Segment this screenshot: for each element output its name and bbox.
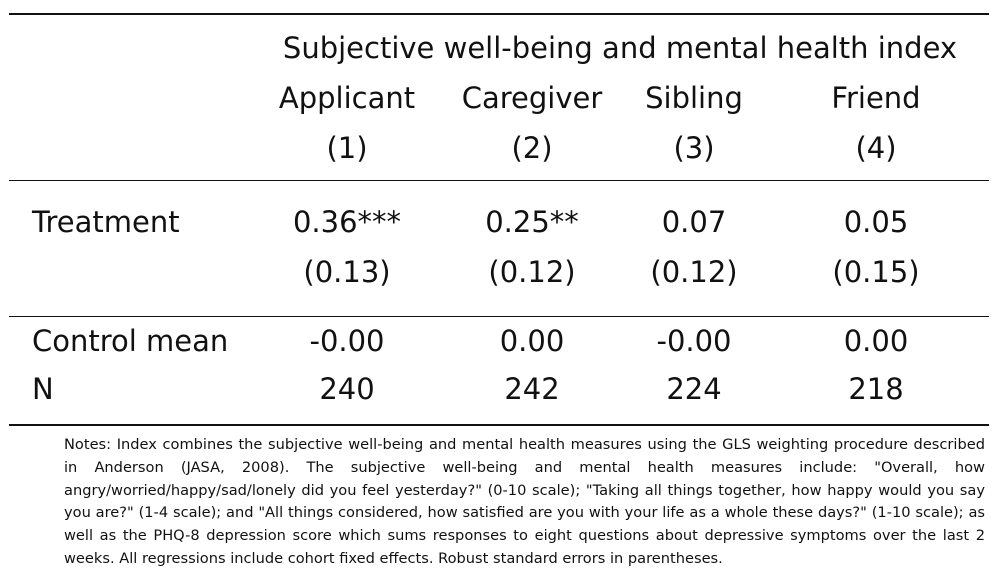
column-number-3: (3) bbox=[673, 131, 715, 165]
column-number-2: (2) bbox=[511, 131, 553, 165]
table-notes: Notes: Index combines the subjective wel… bbox=[64, 436, 985, 567]
column-name-3: Sibling bbox=[645, 81, 743, 115]
treatment-se-3: (0.12) bbox=[650, 255, 738, 289]
control-mean-3: -0.00 bbox=[656, 324, 732, 358]
treatment-coef-3: 0.07 bbox=[661, 205, 727, 239]
column-number-4: (4) bbox=[855, 131, 897, 165]
treatment-coef-1: 0.36*** bbox=[292, 205, 402, 239]
header-rule bbox=[9, 180, 989, 181]
column-name-2: Caregiver bbox=[461, 81, 603, 115]
column-name-4: Friend bbox=[831, 81, 921, 115]
treatment-se-2: (0.12) bbox=[488, 255, 576, 289]
row-label-treatment: Treatment bbox=[32, 205, 180, 239]
treatment-se-4: (0.15) bbox=[832, 255, 920, 289]
column-number-1: (1) bbox=[326, 131, 368, 165]
group-title: Subjective well-being and mental health … bbox=[282, 31, 958, 65]
n-3: 224 bbox=[666, 372, 722, 406]
bottom-rule bbox=[9, 424, 989, 426]
row-label-n: N bbox=[32, 372, 54, 406]
n-1: 240 bbox=[319, 372, 375, 406]
n-2: 242 bbox=[504, 372, 560, 406]
section-rule bbox=[9, 316, 989, 317]
n-4: 218 bbox=[848, 372, 904, 406]
treatment-coef-2: 0.25** bbox=[485, 205, 579, 239]
column-name-1: Applicant bbox=[278, 81, 416, 115]
control-mean-2: 0.00 bbox=[499, 324, 565, 358]
treatment-coef-4: 0.05 bbox=[843, 205, 909, 239]
top-rule bbox=[9, 13, 989, 15]
row-label-control-mean: Control mean bbox=[32, 324, 229, 358]
control-mean-4: 0.00 bbox=[843, 324, 909, 358]
treatment-se-1: (0.13) bbox=[303, 255, 391, 289]
control-mean-1: -0.00 bbox=[309, 324, 385, 358]
